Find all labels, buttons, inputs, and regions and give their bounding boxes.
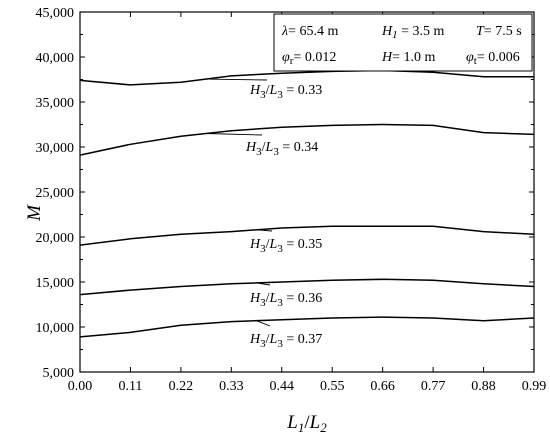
y-tick-label: 30,000 (36, 141, 75, 156)
x-tick-label: 0.99 (522, 379, 547, 394)
series-curve (79, 123, 535, 156)
series-label: H3/L3 = 0.35 (249, 237, 322, 255)
series-label: H3/L3 = 0.37 (249, 332, 322, 350)
x-tick-labels: 0.00 0.11 0.22 0.33 0.44 0.55 0.66 0.77 0.88 0.99 (68, 379, 547, 394)
y-tick-label: 35,000 (36, 96, 75, 111)
y-tick-label: 45,000 (36, 6, 75, 21)
x-tick-label: 0.33 (219, 379, 244, 394)
series-curve (79, 278, 535, 296)
param-phi-t: φt= 0.006 (466, 50, 520, 67)
y-axis-title: M (24, 204, 45, 222)
series-label: H3/L3 = 0.33 (249, 83, 322, 101)
param-h: H= 1.0 m (381, 50, 436, 65)
y-tick-label: 40,000 (36, 51, 75, 66)
y-tick-label: 10,000 (36, 321, 75, 336)
y-tick-labels: 5,000 10,000 15,000 20,000 25,000 30,000 35,00… (36, 6, 75, 381)
leader-line (206, 133, 263, 136)
param-lambda: λ= 65.4 m (281, 24, 338, 39)
param-h1: H1 = 3.5 m (381, 24, 445, 41)
x-tick-label: 0.00 (68, 379, 93, 394)
x-tick-label: 0.11 (118, 379, 142, 394)
y-tick-label: 20,000 (36, 231, 75, 246)
series-labels: H3/L3 = 0.33 H3/L3 = 0.34 H3/L3 = 0.35 H3/L… (206, 78, 322, 350)
leader-line (256, 229, 273, 232)
series-curve (79, 316, 535, 338)
x-tick-label: 0.66 (370, 379, 395, 394)
y-tick-label: 15,000 (36, 276, 75, 291)
series-curves (79, 69, 535, 338)
x-tick-label: 0.55 (320, 379, 345, 394)
param-period: T= 7.5 s (476, 24, 522, 39)
x-tick-label: 0.88 (471, 379, 496, 394)
series-label: H3/L3 = 0.36 (249, 291, 322, 309)
param-phi-r: φr= 0.012 (282, 50, 336, 67)
leader-line (256, 320, 271, 327)
leader-line (256, 282, 271, 286)
series-label: H3/L3 = 0.34 (245, 140, 318, 158)
parameter-box: λ= 65.4 m H1 = 3.5 m T= 7.5 s φr= 0.012 … (273, 13, 533, 72)
y-tick-label: 5,000 (43, 366, 75, 381)
x-tick-label: 0.44 (270, 379, 295, 394)
leader-line (206, 78, 268, 81)
series-curve (79, 225, 535, 246)
y-tick-label: 25,000 (36, 186, 75, 201)
x-tick-label: 0.77 (421, 379, 446, 394)
x-tick-label: 0.22 (169, 379, 194, 394)
parameter-box-frame (273, 13, 533, 72)
series-curve (79, 69, 534, 86)
x-axis-title: L1/L2 (286, 412, 327, 435)
